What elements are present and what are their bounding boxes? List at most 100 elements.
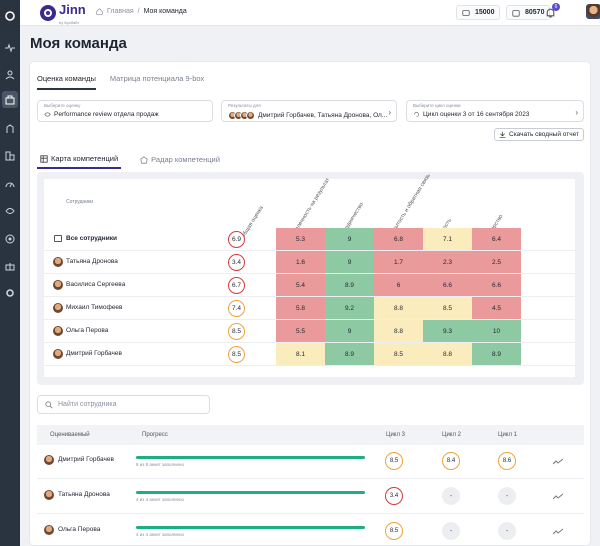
cycle-score[interactable]: 8.6 [498, 452, 516, 470]
heatmap-cell[interactable]: 8.1 [276, 343, 325, 365]
heatmap-cell[interactable]: 8.8 [374, 320, 423, 342]
heatmap-cell[interactable]: 8.5 [423, 297, 472, 319]
profile-icon[interactable] [4, 69, 16, 81]
overall-score: 8.5 [228, 323, 245, 340]
heatmap-cell[interactable]: 8.9 [325, 343, 374, 365]
all-employees-icon [54, 235, 62, 242]
heatmap-row-name[interactable]: Татьяна Дронова [66, 258, 118, 265]
heatmap-cell[interactable]: 8.5 [374, 343, 423, 365]
heatmap-row-name[interactable]: Василиса Сергеева [66, 281, 126, 288]
team-icon[interactable] [4, 94, 16, 106]
bell-icon[interactable] [545, 7, 556, 18]
cycle-score[interactable]: 8.5 [385, 522, 403, 540]
heatmap-row: Все сотрудники 6.9 5.3 9 6.8 7.1 6.4 [44, 228, 575, 251]
evaluatee-name[interactable]: Дмитрий Горбачев [58, 456, 114, 463]
progress-label: 4 из 4 анкет заполнено [136, 497, 185, 502]
heatmap-cell[interactable]: 8.9 [325, 274, 374, 296]
wallet-icon [512, 9, 520, 17]
employees-header: Сотрудники [66, 199, 94, 205]
heatmap-cell[interactable]: 6 [374, 274, 423, 296]
tab-competency-radar[interactable]: Радар компетенций [137, 152, 223, 169]
heatmap-cell[interactable]: 1.7 [374, 251, 423, 273]
col-cycle2: Цикл 2 [442, 432, 461, 438]
heatmap-cell[interactable]: 6.6 [423, 274, 472, 296]
evaluatee-name[interactable]: Татьяна Дронова [58, 491, 110, 498]
speed-icon[interactable] [4, 178, 16, 190]
table-row: Ольга Перова 4 из 4 анкет заполнено 8.5 - - [37, 515, 584, 546]
wallet-counter[interactable]: 80570 [506, 5, 551, 20]
gift-icon[interactable] [4, 260, 16, 272]
cycle-score-empty: - [442, 522, 460, 540]
coins-counter[interactable]: 15000 [456, 5, 501, 20]
overall-score: 8.5 [228, 346, 245, 363]
cycle-score[interactable]: 8.4 [442, 452, 460, 470]
feedback-icon[interactable] [4, 205, 16, 217]
heatmap-cell[interactable]: 8.8 [374, 297, 423, 319]
heatmap-row-name[interactable]: Дмитрий Горбачев [66, 350, 122, 357]
heatmap-cell[interactable]: 9 [325, 320, 374, 342]
heatmap-cell[interactable]: 1.6 [276, 251, 325, 273]
heatmap-row: Татьяна Дронова 3.4 1.6 9 1.7 2.3 2.5 [44, 251, 575, 274]
chevron-right-icon: › [388, 108, 391, 117]
heatmap-cell[interactable]: 2.3 [423, 251, 472, 273]
content-card: Оценка команды Матрица потенциала 9-box … [29, 61, 591, 546]
heatmap-cell[interactable]: 9 [325, 228, 374, 250]
download-report-button[interactable]: Скачать сводный отчет [494, 128, 584, 141]
avatar [44, 525, 54, 535]
evaluatee-name[interactable]: Ольга Перова [58, 526, 101, 533]
cycle-score[interactable]: 8.5 [385, 452, 403, 470]
heatmap-cell[interactable]: 8.9 [472, 343, 521, 365]
org-icon[interactable] [4, 150, 16, 162]
settings-icon[interactable] [4, 287, 16, 299]
overall-score: 3.4 [228, 254, 245, 271]
page-title: Моя команда [30, 35, 127, 52]
employee-search[interactable]: Найти сотрудника [37, 395, 210, 414]
heatmap-cell[interactable]: 8.8 [423, 343, 472, 365]
heatmap-row-name[interactable]: Ольга Перова [66, 327, 109, 334]
heatmap-cell[interactable]: 5.3 [276, 228, 325, 250]
heatmap-cell[interactable]: 5.5 [276, 320, 325, 342]
radar-icon [140, 155, 148, 164]
heatmap-row: Дмитрий Горбачев 8.5 8.1 8.9 8.5 8.8 8.9 [44, 343, 575, 366]
heatmap-row: Ольга Перова 8.5 5.5 9 8.8 9.3 10 [44, 320, 575, 343]
heatmap-cell[interactable]: 4.5 [472, 297, 521, 319]
trend-icon[interactable] [553, 493, 563, 500]
heatmap-cell[interactable]: 6.8 [374, 228, 423, 250]
brand-logo[interactable]: Jinn by Бусбайт [40, 2, 86, 25]
heatmap-cell[interactable]: 5.8 [276, 297, 325, 319]
cycle-score-empty: - [498, 522, 516, 540]
cycle-score[interactable]: 3.4 [385, 487, 403, 505]
heatmap-cell[interactable]: 7.1 [423, 228, 472, 250]
trend-icon[interactable] [553, 458, 563, 465]
activity-icon[interactable] [4, 42, 16, 54]
assessment-select[interactable]: Выберите оценку Performance review отдел… [37, 100, 213, 122]
heatmap-cell[interactable]: 6.6 [472, 274, 521, 296]
heatmap-cell[interactable]: 10 [472, 320, 521, 342]
heatmap-cell[interactable]: 9 [325, 251, 374, 273]
tab-9box-matrix[interactable]: Матрица потенциала 9-box [109, 74, 205, 83]
avatar [44, 490, 54, 500]
results-for-select[interactable]: Результаты для Дмитрий Горбачев, Татьяна… [221, 100, 397, 122]
breadcrumb-home[interactable]: Главная [107, 8, 134, 15]
logo-icon[interactable] [4, 10, 16, 22]
heatmap-row-name[interactable]: Михаил Тимофеев [66, 304, 123, 311]
heatmap-cell[interactable]: 5.4 [276, 274, 325, 296]
tab-competency-map[interactable]: Карта компетенций [37, 152, 122, 169]
brand-mark-icon [40, 5, 56, 21]
heatmap-cell[interactable]: 2.5 [472, 251, 521, 273]
cycle-score-empty: - [498, 487, 516, 505]
user-avatar[interactable] [586, 4, 600, 19]
heatmap-row-name[interactable]: Все сотрудники [66, 235, 117, 242]
trend-icon[interactable] [553, 528, 563, 535]
tab-team-assessment[interactable]: Оценка команды [37, 70, 96, 90]
heatmap-cell[interactable]: 6.4 [472, 228, 521, 250]
target-icon[interactable] [4, 233, 16, 245]
chevron-right-icon: › [575, 108, 578, 117]
cycle-select[interactable]: Выберите цикл оценки Цикл оценки 3 от 16… [406, 100, 584, 122]
heatmap-cell[interactable]: 9.2 [325, 297, 374, 319]
side-nav-rail [0, 0, 20, 546]
goals-icon[interactable] [4, 123, 16, 135]
heatmap-cell[interactable]: 9.3 [423, 320, 472, 342]
progress-table: Оцениваемый Прогресс Цикл 3 Цикл 2 Цикл … [37, 425, 584, 546]
